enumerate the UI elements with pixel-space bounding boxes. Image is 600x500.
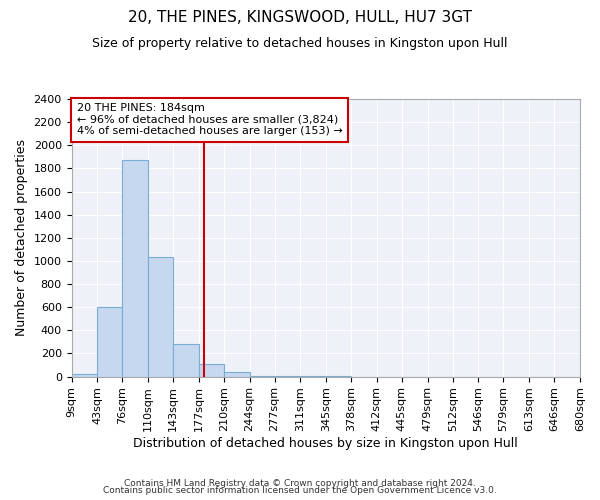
X-axis label: Distribution of detached houses by size in Kingston upon Hull: Distribution of detached houses by size … <box>133 437 518 450</box>
Text: Contains public sector information licensed under the Open Government Licence v3: Contains public sector information licen… <box>103 486 497 495</box>
Bar <box>173 344 199 376</box>
Bar <box>148 257 173 376</box>
Bar <box>199 364 224 376</box>
Bar <box>71 374 97 376</box>
Text: 20, THE PINES, KINGSWOOD, HULL, HU7 3GT: 20, THE PINES, KINGSWOOD, HULL, HU7 3GT <box>128 10 472 25</box>
Text: 20 THE PINES: 184sqm
← 96% of detached houses are smaller (3,824)
4% of semi-det: 20 THE PINES: 184sqm ← 96% of detached h… <box>77 103 343 136</box>
Y-axis label: Number of detached properties: Number of detached properties <box>15 140 28 336</box>
Bar <box>224 372 250 376</box>
Bar <box>97 307 122 376</box>
Text: Contains HM Land Registry data © Crown copyright and database right 2024.: Contains HM Land Registry data © Crown c… <box>124 478 476 488</box>
Text: Size of property relative to detached houses in Kingston upon Hull: Size of property relative to detached ho… <box>92 38 508 51</box>
Bar <box>122 160 148 376</box>
